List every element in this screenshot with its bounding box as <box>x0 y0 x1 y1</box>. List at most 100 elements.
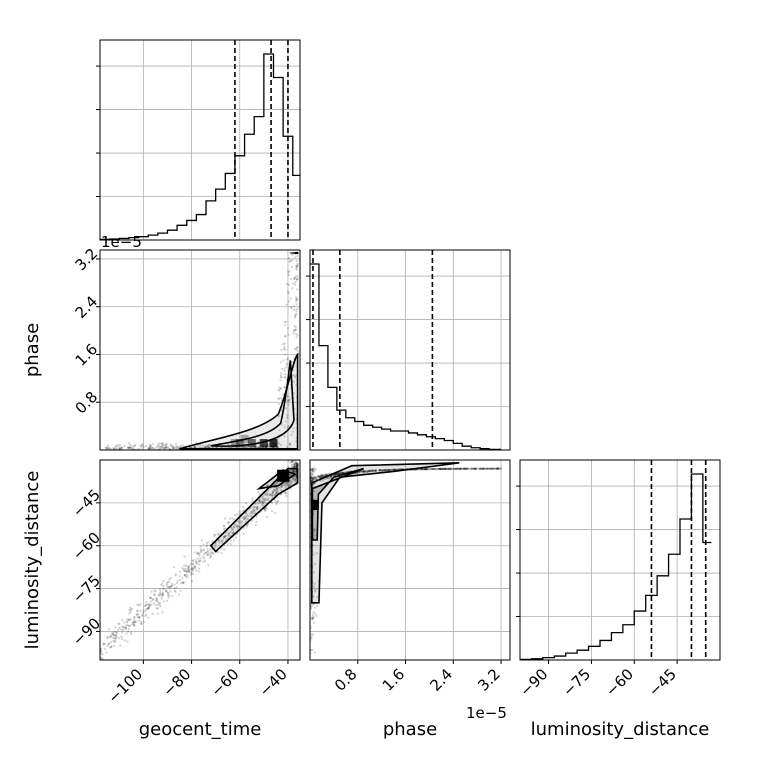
sample-point <box>441 467 444 471</box>
sample-point <box>430 467 433 471</box>
sample-point <box>482 467 485 470</box>
sample-point <box>283 484 286 487</box>
sample-point <box>379 469 382 472</box>
sample-point <box>147 447 151 450</box>
sample-point <box>115 635 118 638</box>
sample-point <box>434 467 437 471</box>
sample-point <box>294 251 297 255</box>
sample-point <box>288 442 291 445</box>
sample-point <box>296 465 299 468</box>
sample-point <box>200 549 203 552</box>
sample-point <box>378 469 381 472</box>
sample-point <box>289 442 292 445</box>
sample-point <box>295 464 299 467</box>
sample-point <box>391 468 394 471</box>
sample-point <box>278 429 281 432</box>
sample-point <box>229 542 232 546</box>
sample-point <box>102 642 105 645</box>
sample-point <box>275 492 278 495</box>
sample-point <box>319 475 322 478</box>
sample-point <box>293 475 296 478</box>
sample-point <box>122 628 125 632</box>
sample-point <box>105 447 108 450</box>
sample-point <box>105 636 109 639</box>
sample-point <box>217 550 220 554</box>
sample-point <box>292 329 295 332</box>
sample-point <box>207 443 211 446</box>
sample-point <box>390 468 393 471</box>
sample-point <box>143 605 146 608</box>
sample-point <box>140 622 143 626</box>
sample-point <box>162 600 166 603</box>
sample-point <box>110 632 114 635</box>
sample-point <box>295 251 298 255</box>
sample-point <box>440 467 443 471</box>
sample-point <box>283 375 287 379</box>
sample-point <box>187 567 190 570</box>
sample-point <box>114 636 117 640</box>
sample-point <box>176 579 179 583</box>
sample-point <box>294 251 297 255</box>
sample-point <box>244 517 247 520</box>
sample-point <box>253 510 256 513</box>
sample-point <box>330 476 333 479</box>
sample-point <box>293 277 296 281</box>
sample-point <box>466 467 470 470</box>
sample-point <box>463 467 466 470</box>
sample-point <box>442 467 445 470</box>
sample-point <box>150 447 153 450</box>
sample-point <box>296 251 299 255</box>
sample-point <box>255 445 258 449</box>
sample-point <box>118 626 121 630</box>
sample-point <box>452 467 455 470</box>
sample-point <box>324 477 328 481</box>
sample-point <box>257 445 260 449</box>
sample-point <box>155 597 158 600</box>
sample-point <box>190 567 194 570</box>
sample-point <box>359 470 362 473</box>
sample-point <box>362 470 365 473</box>
sample-point <box>492 467 495 470</box>
sample-point <box>310 473 313 477</box>
sample-point <box>296 251 299 255</box>
sample-point <box>325 473 328 476</box>
sample-point <box>456 467 460 470</box>
sample-point <box>125 624 128 627</box>
sample-point <box>206 547 209 550</box>
density-peak <box>311 500 319 510</box>
sample-point <box>293 305 296 308</box>
sample-point <box>371 470 374 473</box>
sample-point <box>335 472 338 476</box>
sample-point <box>141 443 144 446</box>
contour-inner <box>210 360 295 447</box>
sample-point <box>251 499 254 502</box>
sample-point <box>439 467 442 471</box>
sample-point <box>437 467 440 471</box>
sample-point <box>170 584 173 587</box>
sample-point <box>378 469 381 472</box>
sample-point <box>372 469 375 472</box>
sample-point <box>473 467 477 470</box>
sample-point <box>209 554 213 557</box>
sample-point <box>386 468 390 472</box>
sample-point <box>379 469 382 472</box>
sample-point <box>293 277 296 280</box>
sample-point <box>276 489 280 492</box>
sample-point <box>469 467 472 470</box>
sample-point <box>295 268 298 271</box>
sample-point <box>154 604 157 607</box>
sample-point <box>293 308 296 311</box>
sample-point <box>459 467 462 470</box>
sample-point <box>291 361 294 364</box>
sample-point <box>273 483 276 486</box>
sample-point <box>211 540 214 543</box>
sample-point <box>473 467 476 470</box>
sample-point <box>392 468 395 471</box>
sample-point <box>280 371 283 375</box>
sample-point <box>129 611 132 614</box>
sample-point <box>128 446 131 449</box>
sample-point <box>287 403 290 406</box>
sample-point <box>289 306 292 309</box>
sample-point <box>383 469 386 472</box>
sample-point <box>442 467 445 471</box>
